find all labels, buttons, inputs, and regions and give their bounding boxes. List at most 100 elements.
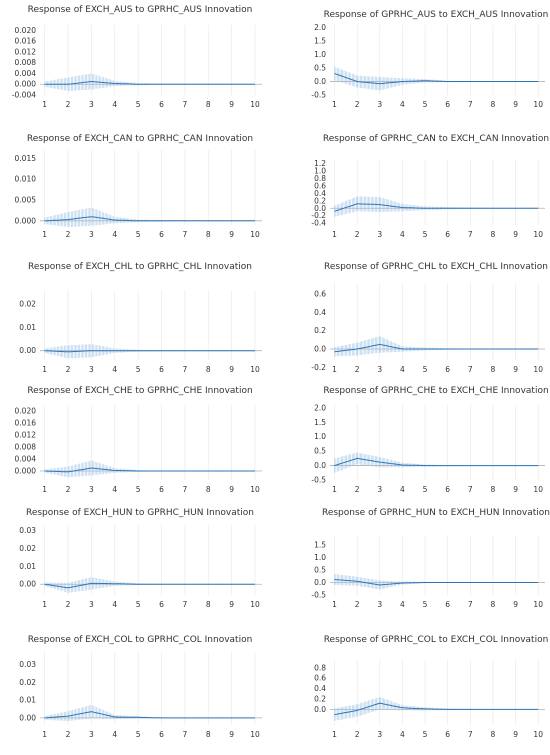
y-tick-label: 0.00 (19, 713, 36, 722)
y-tick-label: 1.0 (314, 167, 326, 176)
x-tick-label: 6 (445, 230, 450, 239)
x-tick-label: 6 (159, 365, 164, 374)
y-tick-label: 1.0 (314, 553, 326, 562)
confidence-band (334, 336, 490, 357)
x-tick-label: 9 (513, 485, 518, 494)
x-tick-label: 1 (332, 100, 337, 109)
x-tick-label: 9 (513, 230, 518, 239)
x-tick-label: 5 (423, 230, 428, 239)
x-tick-label: 2 (66, 365, 71, 374)
y-tick-label: 0.6 (314, 182, 326, 191)
irf-panel-4: Response of GPRHC_CAN to EXCH_CAN Innova… (311, 134, 549, 239)
x-tick-label: 8 (491, 485, 496, 494)
y-tick-label: 0.020 (15, 26, 37, 35)
panel-title: Response of GPRHC_HUN to EXCH_HUN Innova… (322, 508, 550, 518)
y-tick-label: 1.0 (314, 432, 326, 441)
x-tick-label: 10 (533, 485, 543, 494)
y-tick-label: 0.01 (19, 562, 36, 571)
y-tick-label: 1.5 (314, 37, 326, 46)
y-tick-label: 0.0 (314, 345, 326, 354)
x-tick-label: 4 (112, 485, 117, 494)
x-tick-label: 5 (423, 730, 428, 739)
x-tick-label: 9 (513, 730, 518, 739)
panel-title: Response of EXCH_AUS to GPRHC_AUS Innova… (28, 5, 253, 15)
y-tick-label: 0.4 (314, 684, 326, 693)
response-line (44, 80, 255, 85)
panel-title: Response of GPRHC_CHL to EXCH_CHL Innova… (324, 262, 548, 272)
y-tick-label: 0.00 (19, 346, 36, 355)
x-tick-label: 2 (66, 485, 71, 494)
x-tick-label: 4 (400, 485, 405, 494)
x-tick-label: 9 (513, 100, 518, 109)
x-tick-label: 3 (377, 730, 382, 739)
x-tick-label: 10 (533, 230, 543, 239)
y-tick-label: 0.005 (15, 196, 37, 205)
x-tick-label: 3 (89, 100, 94, 109)
x-tick-label: 7 (182, 485, 187, 494)
x-tick-label: 6 (159, 100, 164, 109)
y-tick-label: 0.008 (15, 58, 37, 67)
y-tick-label: 0.2 (314, 326, 326, 335)
y-tick-label: 0.2 (314, 695, 326, 704)
y-tick-label: 0.004 (15, 455, 37, 464)
x-tick-label: 8 (206, 485, 211, 494)
x-tick-label: 4 (112, 600, 117, 609)
x-tick-label: 1 (332, 485, 337, 494)
panel-title: Response of GPRHC_COL to EXCH_COL Innova… (324, 635, 549, 645)
x-tick-label: 9 (229, 485, 234, 494)
x-tick-label: 10 (250, 100, 260, 109)
x-tick-label: 6 (159, 230, 164, 239)
y-tick-label: 0.01 (19, 323, 36, 332)
y-tick-label: 0.015 (15, 154, 37, 163)
y-tick-label: 0.016 (15, 37, 37, 46)
y-tick-label: 0.000 (15, 467, 37, 476)
x-tick-label: 6 (159, 730, 164, 739)
y-tick-label: -0.004 (12, 91, 36, 100)
panel-title: Response of EXCH_COL to GPRHC_COL Innova… (28, 635, 253, 645)
x-tick-label: 4 (112, 730, 117, 739)
y-tick-label: 1.2 (314, 159, 326, 168)
x-tick-label: 2 (355, 100, 360, 109)
y-tick-label: 0.00 (19, 580, 36, 589)
y-tick-label: 0.004 (15, 69, 37, 78)
response-line (44, 467, 255, 473)
y-tick-label: 0.0 (314, 705, 326, 714)
response-line (44, 350, 255, 353)
response-line (334, 203, 539, 212)
x-tick-label: 2 (66, 730, 71, 739)
x-tick-label: 9 (229, 600, 234, 609)
x-tick-label: 8 (206, 100, 211, 109)
panel-title: Response of GPRHC_CHE to EXCH_CHE Innova… (323, 386, 548, 396)
x-tick-label: 7 (182, 600, 187, 609)
x-tick-label: 7 (468, 365, 473, 374)
y-tick-label: 0.008 (15, 443, 37, 452)
x-tick-label: 6 (445, 100, 450, 109)
x-tick-label: 10 (250, 730, 260, 739)
x-tick-label: 10 (250, 600, 260, 609)
x-tick-label: 4 (400, 365, 405, 374)
panel-title: Response of EXCH_CAN to GPRHC_CAN Innova… (27, 134, 253, 144)
y-tick-label: 0.03 (19, 660, 36, 669)
x-tick-label: 3 (89, 365, 94, 374)
x-tick-label: 10 (533, 100, 543, 109)
x-tick-label: 10 (250, 485, 260, 494)
x-tick-label: 9 (229, 365, 234, 374)
x-tick-label: 10 (533, 730, 543, 739)
y-tick-label: 1.5 (314, 418, 326, 427)
x-tick-label: 8 (491, 100, 496, 109)
y-tick-label: 0.01 (19, 696, 36, 705)
x-tick-label: 3 (89, 230, 94, 239)
x-tick-label: 5 (136, 600, 141, 609)
x-tick-label: 7 (468, 730, 473, 739)
response-line (44, 582, 255, 589)
x-tick-label: 9 (229, 730, 234, 739)
irf-panel-2: Response of GPRHC_AUS to EXCH_AUS Innova… (311, 10, 548, 109)
response-line (44, 711, 255, 719)
y-tick-label: 0.5 (314, 447, 326, 456)
x-tick-label: 7 (182, 230, 187, 239)
x-tick-label: 3 (377, 485, 382, 494)
y-tick-label: 0.5 (314, 566, 326, 575)
confidence-band (44, 344, 207, 359)
y-tick-label: 0.0 (314, 204, 326, 213)
panel-title: Response of GPRHC_CAN to EXCH_CAN Innova… (323, 134, 549, 144)
